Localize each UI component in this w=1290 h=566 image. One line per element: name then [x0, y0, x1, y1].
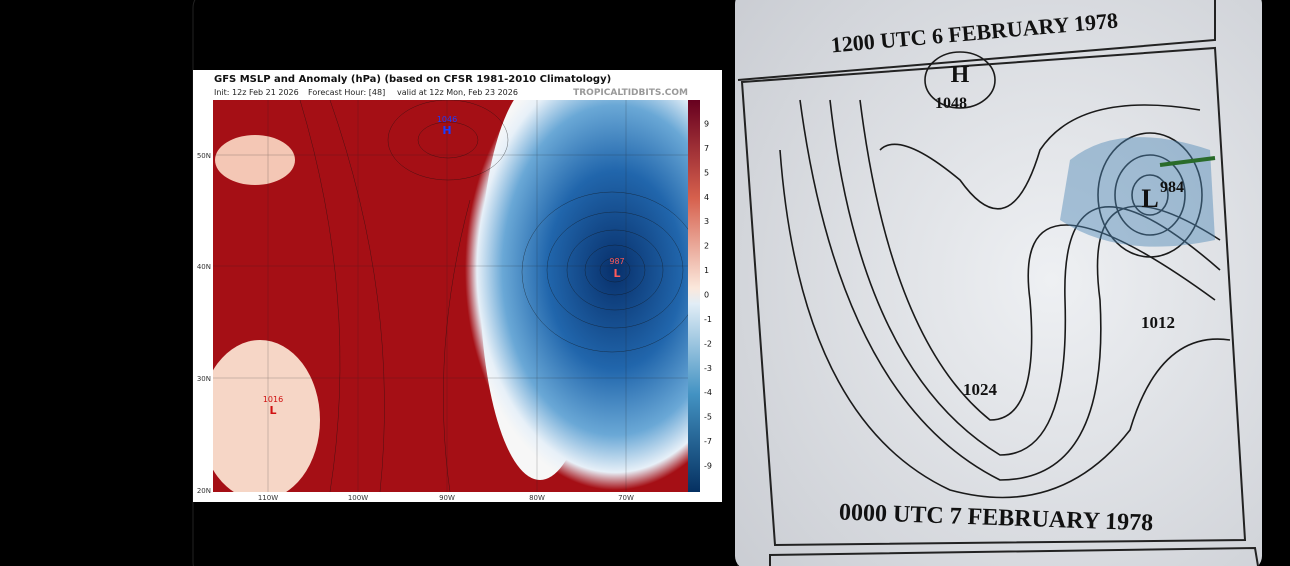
colorbar-label: 4	[704, 193, 709, 202]
book-low-symbol: L	[1141, 184, 1158, 213]
init: Init: 12z Feb 21 2026	[214, 88, 299, 97]
book-low-pressure: 984	[1160, 179, 1184, 196]
lon-label: 90W	[439, 494, 455, 502]
forecast: Forecast Hour: [48]	[308, 88, 385, 97]
colorbar-label: 3	[704, 217, 709, 226]
isobars	[779, 51, 1231, 499]
high-symbol: H	[442, 124, 451, 137]
lat-label: 40N	[197, 263, 211, 271]
colorbar-label: -7	[704, 437, 712, 446]
low-symbol: L	[613, 267, 620, 280]
lon-label: 80W	[529, 494, 545, 502]
lat-label: 50N	[197, 152, 211, 160]
book-high-symbol: H	[951, 62, 970, 88]
colorbar-label: -9	[704, 462, 712, 471]
lon-label: 110W	[258, 494, 278, 502]
colorbar-label: 5	[704, 168, 709, 177]
low-pressure: 987	[609, 257, 624, 266]
book-photo	[735, 0, 1262, 566]
shading	[1060, 137, 1215, 247]
colorbar-label: -1	[704, 315, 712, 324]
source: TROPICALTIDBITS.COM	[573, 88, 688, 98]
colorbar-label: 9	[704, 120, 709, 129]
graticule	[213, 100, 688, 492]
lon-label: 100W	[348, 494, 368, 502]
valid: valid at 12z Mon, Feb 23 2026	[397, 88, 518, 97]
axis-labels: 50N 40N 30N 20N 110W 100W 90W 80W 70W 9 7 5 4 3 2 1 0 -1 -…	[197, 120, 712, 503]
isobar-1012: 1012	[1141, 313, 1175, 332]
colorbar-label: 0	[704, 291, 709, 300]
colorbar	[688, 100, 700, 492]
sw-low-pressure: 1016	[263, 395, 283, 404]
book-high-pressure: 1048	[935, 95, 967, 112]
high-pressure: 1046	[437, 115, 457, 124]
book-frames	[737, 0, 1259, 566]
colorbar-label: -5	[704, 413, 712, 422]
sw-low-symbol: L	[269, 404, 276, 417]
front	[1159, 156, 1216, 167]
colorbar-label: 7	[704, 144, 709, 153]
anomaly-field	[213, 100, 688, 492]
lat-label: 30N	[197, 375, 211, 383]
lon-label: 70W	[618, 494, 634, 502]
colorbar-label: 2	[704, 242, 709, 251]
map-title: GFS MSLP and Anomaly (hPa) (based on CFS…	[214, 74, 611, 85]
lat-label: 20N	[197, 487, 211, 495]
isobar-1024: 1024	[963, 380, 998, 399]
colorbar-label: 1	[704, 266, 709, 275]
colorbar-label: -3	[704, 364, 712, 373]
colorbar-label: -2	[704, 339, 712, 348]
colorbar-label: -4	[704, 388, 712, 397]
